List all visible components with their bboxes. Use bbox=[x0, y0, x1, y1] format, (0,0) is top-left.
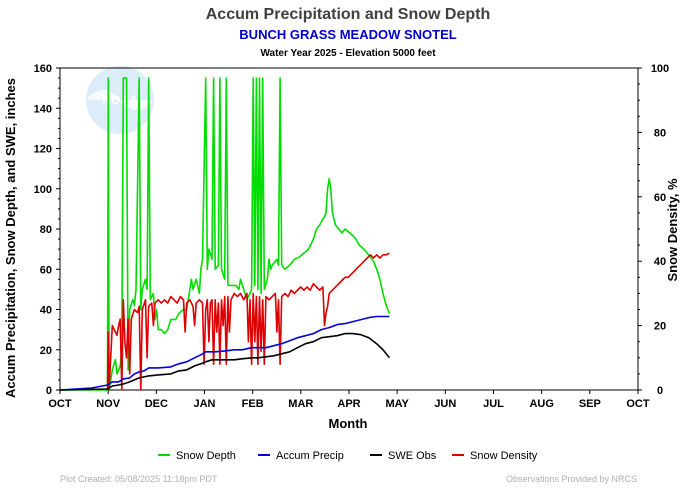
legend-label: Accum Precip bbox=[276, 450, 344, 462]
y2-tick-label: 20 bbox=[654, 321, 666, 333]
ticks-layer: OCT NOV DEC JAN FEB MAR APR MAY JUN JUL AUG SEP OCT0… bbox=[34, 63, 670, 410]
y2-tick-label: 0 bbox=[657, 385, 663, 397]
x-tick-label: JUN bbox=[434, 398, 456, 410]
y2-tick-label: 60 bbox=[654, 192, 666, 204]
series-line-swe-obs bbox=[59, 332, 391, 391]
legend-label: Snow Density bbox=[470, 450, 538, 462]
y2-tick-label: 100 bbox=[651, 63, 669, 75]
footer-credit: Observations Provided by NRCS bbox=[506, 474, 637, 484]
x-tick-label: OCT bbox=[48, 398, 72, 410]
legend-label: Snow Depth bbox=[176, 450, 236, 462]
y-tick-label: 160 bbox=[34, 63, 52, 75]
y2-tick-label: 40 bbox=[654, 256, 666, 268]
watermark-logo: NOAA bbox=[86, 66, 154, 134]
y-tick-label: 20 bbox=[40, 345, 52, 357]
x-tick-label: AUG bbox=[529, 398, 553, 410]
y-axis-label: Accum Precipitation, Snow Depth, and SWE… bbox=[3, 78, 18, 398]
watermark-text: NOAA bbox=[102, 93, 138, 107]
x-tick-label: SEP bbox=[579, 398, 601, 410]
y-tick-label: 80 bbox=[40, 224, 52, 236]
x-tick-label: FEB bbox=[242, 398, 264, 410]
series-line-accum-precip bbox=[59, 315, 390, 391]
x-tick-label: JUL bbox=[483, 398, 504, 410]
x-axis-label: Month bbox=[329, 416, 368, 431]
y2-axis-label: Snow Density, % bbox=[665, 178, 680, 281]
legend: Snow Depth Accum Precip SWE Obs Snow Densit… bbox=[158, 450, 538, 462]
x-tick-label: MAR bbox=[288, 398, 313, 410]
y-tick-label: 40 bbox=[40, 305, 52, 317]
y-tick-label: 140 bbox=[34, 103, 52, 115]
series-layer bbox=[59, 77, 391, 391]
series-line-snow-depth bbox=[60, 77, 391, 391]
x-tick-label: JAN bbox=[193, 398, 215, 410]
y-tick-label: 0 bbox=[46, 385, 52, 397]
x-tick-label: NOV bbox=[96, 398, 121, 410]
y-tick-label: 120 bbox=[34, 144, 52, 156]
x-tick-label: OCT bbox=[626, 398, 650, 410]
series-line-snow-density bbox=[106, 252, 390, 391]
x-tick-label: DEC bbox=[145, 398, 168, 410]
chart-subtitle-2: Water Year 2025 - Elevation 5000 feet bbox=[260, 48, 436, 59]
legend-label: SWE Obs bbox=[388, 450, 437, 462]
x-tick-label: APR bbox=[337, 398, 360, 410]
y-tick-label: 100 bbox=[34, 184, 52, 196]
x-tick-label: MAY bbox=[385, 398, 409, 410]
y2-tick-label: 80 bbox=[654, 127, 666, 139]
footer-created: Plot Created: 05/08/2025 11:18pm PDT bbox=[60, 474, 218, 484]
y-tick-label: 60 bbox=[40, 264, 52, 276]
chart-subtitle: BUNCH GRASS MEADOW SNOTEL bbox=[239, 27, 456, 42]
chart-title: Accum Precipitation and Snow Depth bbox=[206, 6, 490, 23]
